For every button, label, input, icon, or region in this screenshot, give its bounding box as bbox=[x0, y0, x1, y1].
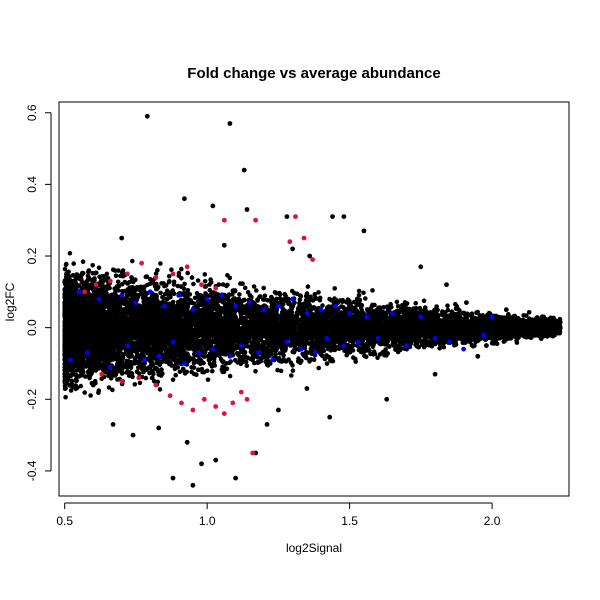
scatter-point bbox=[196, 367, 201, 373]
x-axis-label: log2Signal bbox=[286, 541, 342, 555]
scatter-point bbox=[116, 268, 121, 273]
scatter-point bbox=[179, 275, 184, 281]
scatter-point bbox=[112, 268, 118, 273]
scatter-point bbox=[394, 299, 400, 305]
scatter-point bbox=[179, 266, 184, 272]
scatter-point bbox=[177, 369, 183, 375]
scatter-point bbox=[239, 354, 245, 360]
scatter-point bbox=[265, 298, 271, 303]
scatter-point bbox=[395, 304, 401, 309]
scatter-point bbox=[370, 288, 375, 293]
scatter-point bbox=[90, 270, 95, 276]
scatter-point bbox=[332, 286, 338, 291]
plot-points bbox=[62, 113, 563, 488]
scatter-point bbox=[253, 288, 259, 293]
scatter-point bbox=[250, 357, 255, 363]
scatter-point bbox=[81, 281, 86, 287]
scatter-point bbox=[311, 357, 317, 363]
scatter-point bbox=[153, 365, 159, 371]
scatter-point bbox=[208, 277, 213, 282]
scatter-point bbox=[159, 281, 164, 286]
scatter-point bbox=[356, 292, 362, 298]
scatter-point bbox=[297, 297, 303, 303]
scatter-point bbox=[210, 368, 215, 374]
scatter-point bbox=[134, 369, 140, 375]
scatter-point bbox=[191, 281, 196, 287]
scatter-point bbox=[144, 274, 150, 279]
scatter-point bbox=[403, 302, 409, 307]
scatter-point bbox=[421, 298, 427, 304]
scatter-point bbox=[96, 265, 102, 271]
scatter-point bbox=[113, 273, 119, 279]
scatter-point bbox=[87, 375, 92, 381]
scatter-point bbox=[82, 390, 87, 395]
scatter-point bbox=[189, 275, 195, 280]
y-axis-label: log2FC bbox=[3, 282, 17, 321]
scatter-point bbox=[324, 361, 330, 366]
scatter-point bbox=[283, 293, 288, 299]
scatter-point bbox=[68, 388, 74, 393]
scatter-point bbox=[268, 352, 274, 357]
scatter-point bbox=[166, 274, 172, 279]
scatter-point bbox=[62, 266, 68, 272]
scatter-point bbox=[244, 363, 250, 369]
scatter-point bbox=[132, 382, 138, 387]
scatter-point bbox=[289, 309, 295, 315]
scatter-point bbox=[207, 282, 212, 287]
scatter-point bbox=[147, 276, 153, 282]
scatter-point bbox=[384, 304, 390, 310]
scatter-point bbox=[63, 262, 69, 268]
scatter-point bbox=[272, 290, 278, 295]
scatter-point bbox=[78, 383, 84, 389]
scatter-point bbox=[117, 368, 123, 374]
scatter-point bbox=[106, 385, 112, 390]
scatter-point bbox=[227, 275, 233, 281]
scatter-point bbox=[245, 289, 251, 295]
scatter-point bbox=[182, 281, 187, 287]
scatter-point bbox=[168, 360, 173, 365]
scatter-point bbox=[414, 344, 420, 349]
scatter-point bbox=[253, 369, 258, 374]
scatter-point bbox=[110, 387, 115, 393]
scatter-point bbox=[115, 279, 121, 285]
scatter-point bbox=[220, 282, 226, 287]
scatter-point bbox=[356, 288, 362, 294]
scatter-point bbox=[112, 286, 117, 291]
scatter-point bbox=[243, 359, 249, 365]
scatter-point bbox=[130, 258, 135, 264]
scatter-point bbox=[234, 350, 240, 356]
scatter-point bbox=[377, 341, 382, 346]
scatter-point bbox=[170, 299, 176, 305]
scatter-point bbox=[445, 303, 450, 309]
scatter-point bbox=[377, 352, 383, 357]
scatter-point bbox=[185, 288, 191, 293]
scatter-point bbox=[67, 250, 73, 256]
scatter-point bbox=[176, 270, 182, 276]
scatter-point bbox=[224, 366, 230, 372]
scatter-point bbox=[316, 290, 321, 295]
scatter-point bbox=[375, 355, 380, 361]
scatter-point bbox=[278, 368, 284, 374]
scatter-point bbox=[305, 284, 311, 289]
scatter-point bbox=[277, 351, 283, 356]
scatter-point bbox=[317, 295, 323, 301]
scatter-point bbox=[164, 288, 170, 294]
chart-title: Fold change vs average abundance bbox=[187, 65, 440, 82]
scatter-point bbox=[232, 357, 238, 363]
scatter-point bbox=[421, 344, 427, 350]
scatter-point bbox=[361, 290, 366, 296]
scatter-point bbox=[189, 365, 194, 370]
scatter-point bbox=[400, 303, 405, 308]
scatter-point bbox=[88, 393, 93, 398]
scatter-point bbox=[90, 263, 95, 268]
scatter-point bbox=[175, 283, 181, 289]
scatter-point bbox=[437, 346, 442, 351]
scatter-point bbox=[327, 296, 332, 302]
scatter-point bbox=[158, 261, 163, 266]
